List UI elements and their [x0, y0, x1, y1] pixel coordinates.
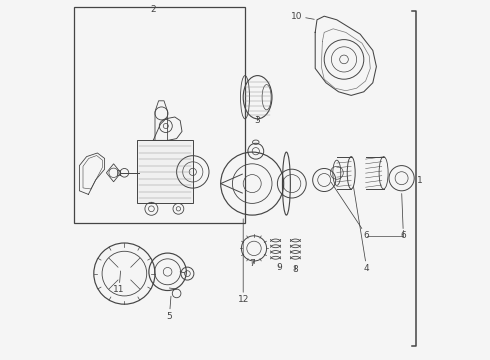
Text: 5: 5: [167, 296, 172, 321]
Bar: [74, 7, 245, 223]
Text: 11: 11: [113, 271, 125, 294]
Text: 9: 9: [276, 263, 282, 272]
Text: 1: 1: [416, 176, 422, 185]
Text: 2: 2: [150, 5, 156, 14]
Text: 8: 8: [293, 266, 298, 275]
Text: 10: 10: [292, 12, 314, 21]
Text: 3: 3: [255, 116, 261, 125]
Text: 6: 6: [331, 182, 369, 240]
Bar: [137, 140, 193, 203]
Text: 7: 7: [249, 259, 255, 268]
Text: 12: 12: [238, 219, 249, 304]
Text: 6: 6: [400, 194, 406, 240]
Text: 4: 4: [353, 186, 369, 273]
